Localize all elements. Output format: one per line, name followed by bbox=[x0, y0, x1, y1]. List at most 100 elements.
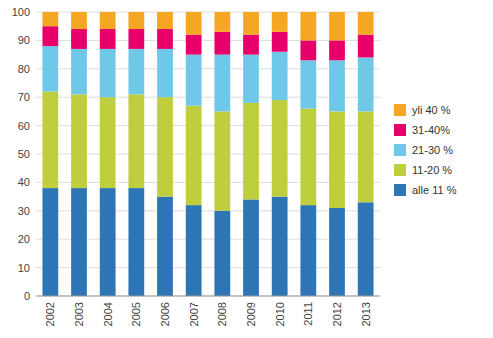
bar bbox=[186, 55, 202, 106]
chart-container: 0102030405060708090100200220032004200520… bbox=[0, 0, 493, 338]
bar bbox=[128, 12, 144, 29]
grid-line bbox=[36, 40, 380, 41]
bar bbox=[128, 94, 144, 188]
bar bbox=[300, 12, 316, 40]
bar bbox=[42, 26, 58, 46]
bar bbox=[100, 97, 116, 188]
bar bbox=[214, 55, 230, 112]
bar bbox=[358, 111, 374, 202]
x-tick-label: 2004 bbox=[102, 302, 114, 326]
bar bbox=[128, 29, 144, 49]
x-tick-label: 2007 bbox=[188, 302, 200, 326]
chart: 0102030405060708090100200220032004200520… bbox=[0, 0, 493, 338]
bar bbox=[71, 29, 87, 49]
grid-line bbox=[36, 210, 380, 211]
x-tick-label: 2009 bbox=[245, 302, 257, 326]
bar bbox=[157, 49, 173, 97]
bar bbox=[42, 12, 58, 26]
bar bbox=[186, 12, 202, 35]
y-tick-label: 70 bbox=[18, 91, 30, 103]
y-tick-label: 90 bbox=[18, 34, 30, 46]
bar bbox=[214, 211, 230, 296]
bar bbox=[329, 12, 345, 40]
x-axis: 2002 2003 2004 2005 2006 2007 2008 2009 2010 2011… bbox=[44, 302, 371, 326]
grid-line bbox=[36, 97, 380, 98]
x-tick-label: 2011 bbox=[302, 302, 314, 326]
y-tick-label: 100 bbox=[12, 6, 30, 18]
y-tick-label: 50 bbox=[18, 148, 30, 160]
y-tick-label: 0 bbox=[24, 290, 30, 302]
x-axis-line bbox=[36, 296, 380, 297]
grid-line bbox=[36, 267, 380, 268]
bar bbox=[100, 29, 116, 49]
bar bbox=[42, 188, 58, 296]
bar bbox=[329, 60, 345, 111]
grid-line bbox=[36, 68, 380, 69]
bar bbox=[71, 12, 87, 29]
bar bbox=[214, 111, 230, 210]
y-tick-label: 40 bbox=[18, 176, 30, 188]
bar bbox=[358, 12, 374, 35]
bar bbox=[329, 40, 345, 60]
y-tick-label: 60 bbox=[18, 120, 30, 132]
bar bbox=[186, 205, 202, 296]
bar bbox=[243, 199, 259, 296]
x-tick-label: 2003 bbox=[73, 302, 85, 326]
bar bbox=[272, 100, 288, 197]
x-tick-label: 2008 bbox=[216, 302, 228, 326]
y-tick-label: 80 bbox=[18, 63, 30, 75]
bar bbox=[272, 52, 288, 100]
legend-label: 21-30 % bbox=[412, 144, 453, 156]
bar bbox=[71, 188, 87, 296]
bar bbox=[272, 32, 288, 52]
bar bbox=[100, 49, 116, 97]
legend-label: alle 11 % bbox=[412, 184, 457, 196]
bar bbox=[100, 12, 116, 29]
grid-line bbox=[36, 154, 380, 155]
bar bbox=[214, 32, 230, 55]
bar bbox=[71, 94, 87, 188]
bar bbox=[100, 188, 116, 296]
bar bbox=[272, 12, 288, 32]
y-tick-label: 10 bbox=[18, 262, 30, 274]
bar bbox=[272, 197, 288, 296]
bar bbox=[71, 49, 87, 94]
bar bbox=[214, 12, 230, 32]
bar bbox=[243, 12, 259, 35]
x-tick-label: 2006 bbox=[159, 302, 171, 326]
bar bbox=[128, 188, 144, 296]
bar bbox=[128, 49, 144, 94]
x-tick-label: 2005 bbox=[130, 302, 142, 326]
grid bbox=[36, 12, 380, 296]
x-tick-label: 2010 bbox=[274, 302, 286, 326]
legend: yli 40 %31-40%21-30 %11-20 %alle 11 % bbox=[394, 104, 457, 196]
bars bbox=[42, 12, 373, 296]
x-tick-label: 2013 bbox=[360, 302, 372, 326]
bar bbox=[186, 106, 202, 205]
bar bbox=[42, 92, 58, 189]
bar bbox=[300, 60, 316, 108]
y-tick-label: 30 bbox=[18, 205, 30, 217]
x-tick-label: 2002 bbox=[44, 302, 56, 326]
legend-label: 11-20 % bbox=[412, 164, 452, 176]
bar bbox=[358, 202, 374, 296]
grid-line bbox=[36, 239, 380, 240]
bar bbox=[157, 97, 173, 196]
bar bbox=[329, 208, 345, 296]
y-tick-label: 20 bbox=[18, 233, 30, 245]
bar bbox=[358, 57, 374, 111]
grid-line bbox=[36, 296, 380, 297]
grid-line bbox=[36, 125, 380, 126]
bar bbox=[186, 35, 202, 55]
bar bbox=[300, 205, 316, 296]
legend-swatch bbox=[394, 124, 406, 136]
bar bbox=[157, 12, 173, 29]
grid-line bbox=[36, 12, 380, 13]
bar bbox=[157, 197, 173, 296]
legend-label: yli 40 % bbox=[412, 104, 451, 116]
legend-swatch bbox=[394, 164, 406, 176]
bar bbox=[300, 109, 316, 206]
bar bbox=[329, 111, 345, 208]
x-tick-label: 2012 bbox=[331, 302, 343, 326]
bar bbox=[300, 40, 316, 60]
